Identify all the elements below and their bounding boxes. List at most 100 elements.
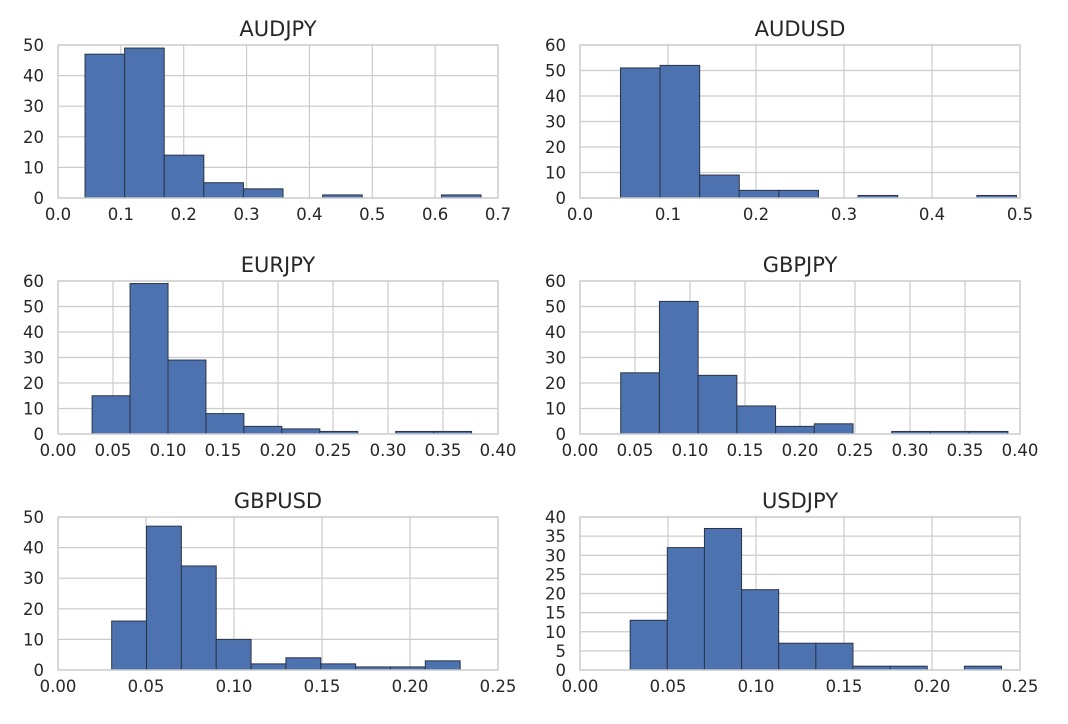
chart-usdjpy: 0.00 0.05 0.10 0.15 0.20 0.25 0510152025303540… [545, 489, 1038, 696]
x-tick-label: 0.20 [914, 677, 951, 696]
chart-title: GBPUSD [234, 489, 322, 513]
x-tick-label: 0.3 [831, 205, 857, 224]
histogram-bar [167, 359, 207, 435]
x-tick-label: 0.0 [45, 205, 71, 224]
chart-gbpusd: 0.00 0.05 0.10 0.15 0.20 0.25 0 10 20 30 40 50 GBPUS… [23, 489, 516, 696]
x-tick-label: 0.00 [562, 441, 599, 460]
x-tick-label: 0.1 [655, 205, 681, 224]
histogram-bar [778, 642, 817, 671]
y-tick-label: 20 [545, 374, 566, 393]
histogram-bar [424, 660, 461, 671]
x-tick-label: 0.15 [727, 441, 764, 460]
chart-audjpy: 0.0 0.1 0.2 0.3 0.4 0.5 0.6 0.7 0 10 20 30 40 50 AUDJP… [23, 17, 511, 224]
x-tick-label: 0.30 [892, 441, 929, 460]
histogram-bar [180, 565, 217, 671]
y-tick-label: 40 [545, 323, 566, 342]
y-tick-label: 30 [545, 113, 566, 132]
x-tick-label: 0.20 [260, 441, 297, 460]
y-tick-label: 20 [23, 600, 44, 619]
y-tick-label: 10 [23, 400, 44, 419]
chart-title: EURJPY [241, 253, 316, 277]
x-tick-label: 0.25 [837, 441, 874, 460]
histogram-bar [215, 638, 252, 671]
histogram-bar [250, 663, 287, 671]
y-tick-label: 10 [23, 158, 44, 177]
y-tick-label: 0 [34, 661, 45, 680]
y-tick-label: 15 [545, 604, 566, 623]
histogram-bar [813, 423, 854, 435]
histogram-bar [281, 428, 321, 435]
chart-title: AUDJPY [239, 17, 316, 41]
histogram-bar [658, 300, 699, 435]
x-tick-label: 0.3 [233, 205, 259, 224]
x-tick-label: 0.6 [422, 205, 448, 224]
y-tick-label: 10 [545, 623, 566, 642]
x-tick-label: 0.15 [304, 677, 341, 696]
plot-frame [57, 44, 499, 199]
y-tick-label: 30 [545, 349, 566, 368]
x-tick-label: 0.0 [567, 205, 593, 224]
y-tick-label: 20 [23, 128, 44, 147]
x-tick-label: 0.40 [480, 441, 517, 460]
histogram-bar [778, 189, 819, 199]
y-tick-label: 40 [23, 539, 44, 558]
histogram-bar [666, 547, 705, 671]
y-tick-label: 10 [23, 630, 44, 649]
histogram-bar [736, 405, 777, 435]
histogram-bar [242, 188, 284, 199]
histogram-bar [124, 47, 165, 199]
y-tick-label: 40 [545, 508, 566, 527]
y-tick-label: 40 [545, 87, 566, 106]
histogram-bar [205, 413, 245, 435]
y-tick-label: 0 [556, 425, 567, 444]
x-tick-label: 0.25 [480, 677, 517, 696]
y-tick-label: 40 [23, 67, 44, 86]
y-tick-label: 5 [556, 642, 567, 661]
x-tick-label: 0.2 [743, 205, 769, 224]
histogram-bar [697, 374, 738, 435]
x-tick-label: 0.7 [485, 205, 511, 224]
histogram-bar [815, 642, 854, 671]
y-tick-label: 0 [34, 425, 45, 444]
chart-gbpjpy: 0.00 0.05 0.10 0.15 0.20 0.25 0.30 0.35 0.40 0 10 2… [545, 253, 1038, 460]
y-tick-label: 0 [34, 189, 45, 208]
x-tick-label: 0.1 [108, 205, 134, 224]
x-tick-label: 0.00 [40, 441, 77, 460]
histogram-bar [111, 620, 148, 671]
y-tick-label: 60 [545, 36, 566, 55]
plot-frame [579, 44, 1021, 199]
y-tick-label: 50 [23, 36, 44, 55]
y-tick-label: 60 [23, 272, 44, 291]
x-tick-label: 0.10 [738, 677, 775, 696]
histogram-bar [163, 154, 205, 199]
histogram-bar [619, 67, 661, 199]
y-tick-label: 0 [556, 189, 567, 208]
histogram-bar [738, 189, 780, 199]
histogram-bar [84, 53, 126, 199]
chart-title: USDJPY [762, 489, 838, 513]
x-tick-label: 0.00 [562, 677, 599, 696]
histogram-bar [775, 425, 815, 435]
histogram-bar [285, 657, 322, 671]
plot-frame [57, 516, 499, 671]
y-tick-label: 30 [23, 349, 44, 368]
x-tick-label: 0.05 [95, 441, 132, 460]
y-tick-label: 30 [23, 97, 44, 116]
x-tick-label: 0.00 [40, 677, 77, 696]
y-tick-label: 35 [545, 527, 566, 546]
histogram-bar [203, 182, 244, 199]
y-tick-label: 50 [23, 298, 44, 317]
plot-frame [579, 280, 1021, 435]
x-tick-label: 0.2 [171, 205, 197, 224]
y-tick-label: 30 [545, 546, 566, 565]
y-tick-label: 30 [23, 569, 44, 588]
histogram-bar [91, 395, 131, 435]
x-tick-label: 0.15 [826, 677, 863, 696]
x-tick-label: 0.10 [216, 677, 253, 696]
chart-title: GBPJPY [763, 253, 838, 277]
histogram-bar [129, 283, 169, 435]
x-tick-label: 0.20 [392, 677, 429, 696]
y-tick-label: 20 [23, 374, 44, 393]
x-tick-label: 0.05 [617, 441, 654, 460]
x-tick-label: 0.5 [1007, 205, 1033, 224]
